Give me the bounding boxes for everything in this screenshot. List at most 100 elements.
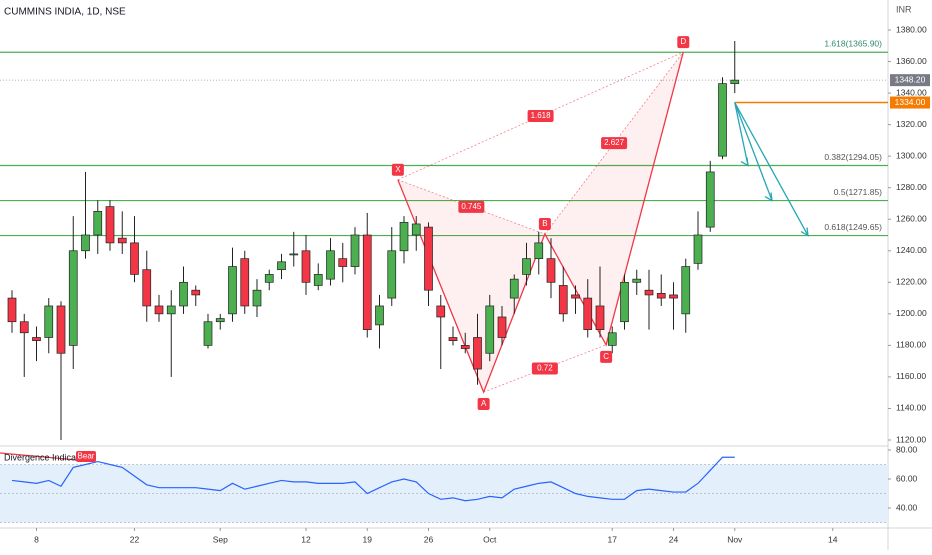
pattern-point-label: X [395,165,401,174]
candle-body [191,289,201,296]
candle-body [338,258,348,267]
pattern-point-label: D [680,37,686,46]
y-tick-label: 1280.00 [896,182,927,192]
candle-body [117,237,127,244]
x-tick-label: Nov [727,534,743,544]
candle-body [350,234,360,267]
ratio-label: 0.72 [537,364,553,373]
candle-body [485,305,495,354]
candle-body [509,278,519,299]
x-tick-label: 26 [424,534,434,544]
candle-body [656,292,666,299]
candle-body [522,258,531,275]
candle-body [497,316,507,338]
pattern-line [397,51,684,394]
pattern-point-badge [677,36,690,49]
indicator-tick-label: 40.00 [896,502,918,512]
candle-body [546,258,556,283]
candle-body [142,269,152,307]
pattern-point-badge [538,218,551,231]
pattern-point-label: A [481,399,487,408]
ratio-badge [458,200,485,213]
arrow-head [800,227,809,237]
chart-title: CUMMINS INDIA, 1D, NSE [4,7,126,18]
candle-body [81,234,90,252]
candle-body [362,234,372,330]
candle-body [705,171,715,228]
y-tick-label: 1240.00 [896,245,927,255]
candle-body [277,261,286,271]
candle-body [399,222,409,252]
candle-body [56,305,66,354]
last-price-badge [890,74,930,87]
candle-body [693,234,703,264]
candle-body [387,250,397,299]
x-tick-label: 8 [34,534,39,544]
candle-body [534,242,544,260]
signal-badge [76,451,96,462]
divergence-line [0,452,89,462]
candle-body [240,258,250,307]
x-tick-label: 24 [669,534,679,544]
x-tick-label: Oct [483,534,497,544]
candle-body [203,321,213,346]
candle-body [448,337,458,342]
candle-body [32,337,41,342]
candle-body [583,297,593,330]
indicator-tick-label: 60.00 [896,473,918,483]
fib-level-label: 1.618(1365.90) [824,38,882,48]
target-label: 1334.00 [895,97,926,107]
y-tick-label: 1120.00 [896,434,926,444]
candle-body [154,305,164,315]
candle-body [460,345,470,349]
candle-body [252,289,262,307]
y-tick-label: 1200.00 [896,308,927,318]
x-tick-label: 19 [363,534,373,544]
y-tick-label: 1380.00 [896,24,927,34]
y-tick-label: 1220.00 [896,277,927,287]
ratio-label: 2.627 [604,138,625,147]
candle-body [301,250,311,283]
candle-body [607,332,617,346]
candle-body [669,294,678,299]
candle-body [644,289,654,296]
x-tick-label: 22 [130,534,140,544]
pattern-fill [397,179,545,393]
signal-label: Bear [78,452,95,461]
ratio-label: 1.618 [531,111,552,120]
y-tick-label: 1340.00 [896,87,927,97]
indicator-line [11,456,735,502]
candle-body [424,226,433,291]
pattern-point-label: B [542,219,547,228]
candle-body [313,274,323,286]
candle-body [228,266,237,315]
candle-body [215,318,225,323]
x-tick-label: 12 [301,534,311,544]
candle-body [681,266,691,315]
candle-body [105,206,115,244]
pattern-point-label: C [603,352,609,361]
x-tick-label: 14 [828,534,838,544]
indicator-name: Divergence Indicator [4,452,87,462]
projection-arrow [734,102,749,166]
pattern-point-badge [391,163,404,176]
candle-body [718,83,727,157]
y-tick-label: 1160.00 [896,371,926,381]
y-tick-label: 1180.00 [896,340,926,350]
target-badge [890,96,930,109]
ratio-badge [601,137,628,150]
candle-body [93,210,103,236]
candle-body [411,223,421,236]
x-tick-label: Sep [213,534,228,544]
indicator-tick-label: 80.00 [896,444,918,454]
candle-body [166,305,176,315]
ratio-label: 0.745 [461,202,482,211]
candle-body [571,294,580,299]
candle-body [289,253,299,256]
candle-body [19,321,29,334]
projection-arrow [734,102,773,201]
candle-body [375,305,384,326]
fib-level-label: 0.618(1249.65) [824,222,882,232]
